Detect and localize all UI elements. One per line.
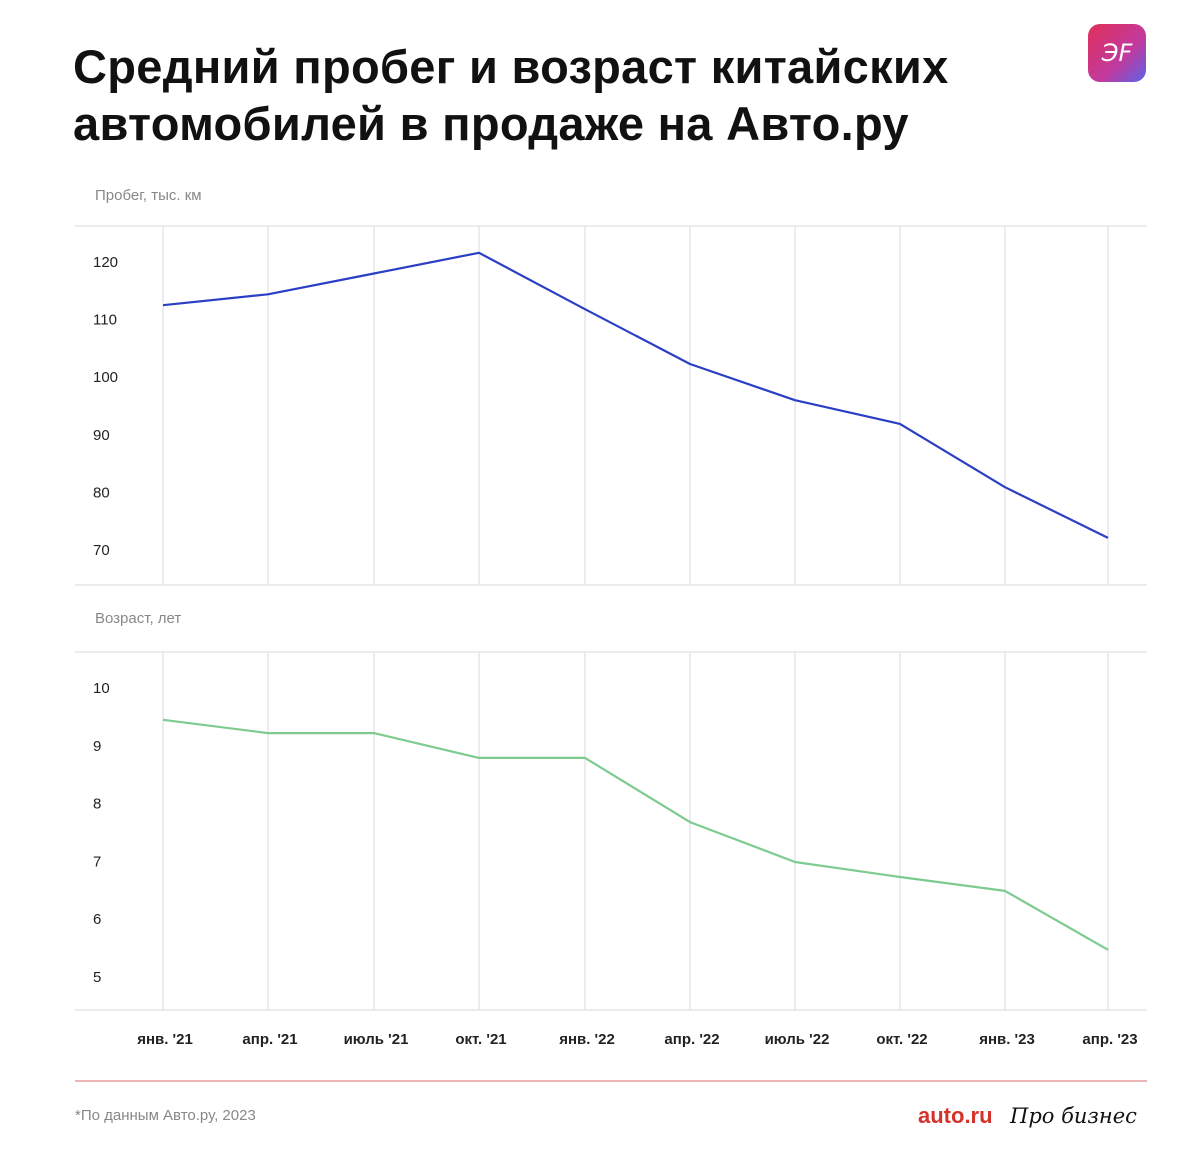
- x-tick-label: янв. '23: [979, 1031, 1035, 1048]
- y-axis-label: Пробег, тыс. км: [95, 187, 202, 204]
- x-tick-label: апр. '22: [664, 1031, 719, 1048]
- x-tick-label: окт. '22: [876, 1031, 927, 1048]
- y-tick-label: 80: [93, 484, 110, 501]
- y-tick-label: 8: [93, 796, 101, 813]
- y-tick-label: 90: [93, 427, 110, 444]
- title-line-2: автомобилей в продаже на Авто.ру: [73, 97, 909, 150]
- x-tick-label: июль '21: [344, 1031, 409, 1048]
- x-tick-label: окт. '21: [455, 1031, 506, 1048]
- y-tick-label: 100: [93, 369, 118, 386]
- y-axis-label: Возраст, лет: [95, 610, 181, 627]
- series-line-0: [162, 251, 1109, 539]
- x-tick-label: апр. '21: [242, 1031, 297, 1048]
- y-tick-label: 7: [93, 853, 101, 870]
- y-tick-label: 10: [93, 680, 110, 697]
- y-tick-label: 5: [93, 969, 101, 986]
- y-tick-label: 120: [93, 254, 118, 271]
- title-line-1: Средний пробег и возраст китайских: [73, 40, 949, 93]
- y-tick-label: 70: [93, 542, 110, 559]
- series-line-1: [162, 718, 1109, 951]
- page-title: Средний пробег и возраст китайских автом…: [73, 38, 949, 152]
- source-footnote: *По данным Авто.ру, 2023: [75, 1107, 256, 1124]
- y-tick-label: 6: [93, 911, 101, 928]
- y-tick-label: 9: [93, 738, 101, 755]
- x-tick-label: июль '22: [765, 1031, 830, 1048]
- probiznes-logo: Про бизнес: [1010, 1104, 1137, 1128]
- y-tick-label: 110: [93, 312, 117, 329]
- x-tick-label: апр. '23: [1082, 1031, 1137, 1048]
- autoru-logo: auto.ru: [918, 1103, 993, 1128]
- aif-logo: ЭF: [1088, 24, 1146, 82]
- x-tick-label: янв. '21: [137, 1031, 193, 1048]
- x-tick-label: янв. '22: [559, 1031, 615, 1048]
